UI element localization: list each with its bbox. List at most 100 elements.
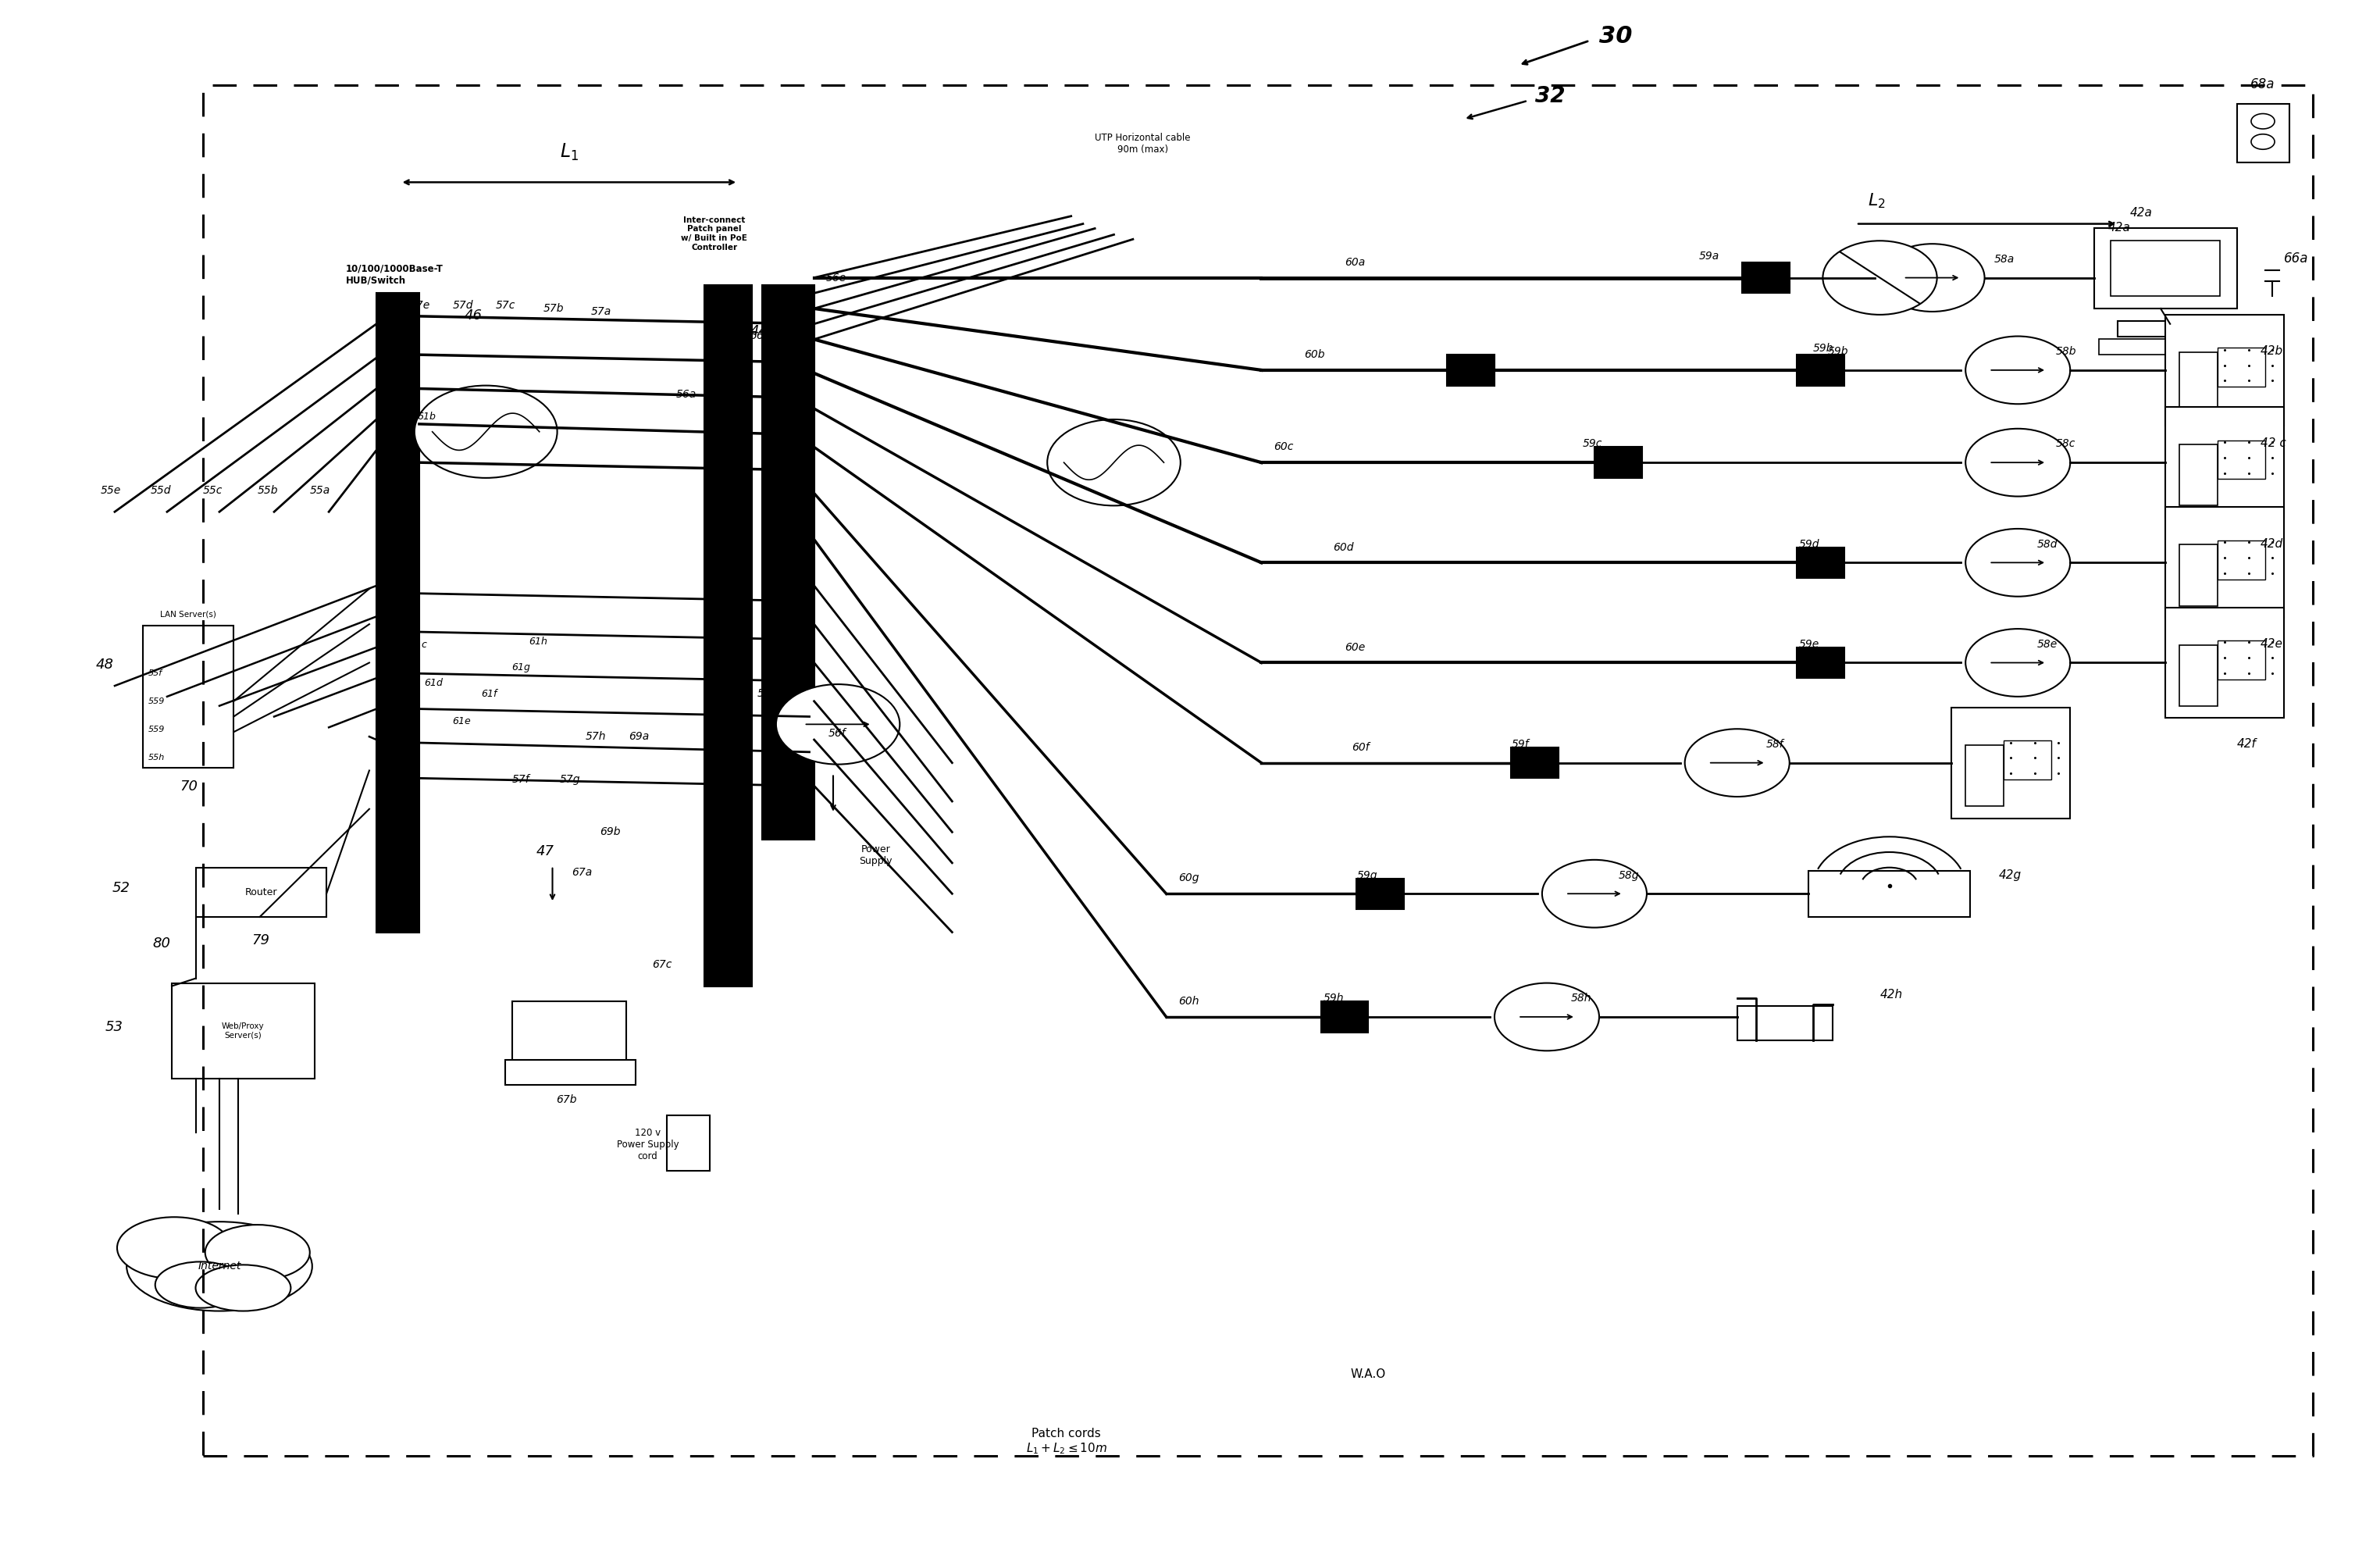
Text: 66a: 66a [2285, 251, 2309, 265]
Bar [1809, 871, 1971, 917]
Text: 67a: 67a [571, 866, 593, 877]
Bar [666, 1116, 709, 1171]
Text: 47: 47 [536, 844, 555, 858]
Bar [2111, 240, 2221, 296]
Text: 58c: 58c [2056, 439, 2075, 450]
Text: 60g: 60g [1178, 872, 1200, 883]
Text: 55e: 55e [100, 485, 121, 496]
Bar [2218, 541, 2266, 579]
Text: 56b: 56b [714, 359, 735, 370]
Circle shape [1966, 629, 2071, 697]
Text: 80: 80 [152, 937, 171, 951]
Bar [1966, 744, 2004, 806]
Text: 59b: 59b [1814, 344, 1835, 354]
Text: 56h: 56h [790, 653, 812, 666]
Text: 57b: 57b [543, 304, 564, 314]
Text: 57e: 57e [409, 300, 431, 311]
Bar [1447, 354, 1495, 385]
Circle shape [414, 385, 557, 478]
Text: 55f: 55f [148, 669, 162, 676]
Circle shape [776, 684, 900, 764]
Text: 60a: 60a [1345, 257, 1366, 268]
Text: 61c: 61c [409, 640, 428, 650]
Bar [2237, 103, 2290, 162]
Text: 67c: 67c [652, 959, 671, 969]
Text: 57g: 57g [559, 774, 581, 786]
Text: 42e: 42e [2261, 638, 2282, 650]
Text: 59g: 59g [1357, 869, 1378, 880]
Text: 57d: 57d [452, 300, 474, 311]
Circle shape [2251, 134, 2275, 149]
Text: 61g: 61g [512, 663, 531, 673]
Bar [1321, 1002, 1368, 1032]
Circle shape [2251, 114, 2275, 129]
Bar [376, 293, 419, 932]
Bar [2218, 441, 2266, 479]
Bar [195, 868, 326, 917]
Bar [1952, 707, 2071, 818]
Text: 59c: 59c [1583, 439, 1602, 450]
Text: 60h: 60h [1178, 995, 1200, 1006]
Text: 59f: 59f [1511, 738, 1528, 750]
Text: 55a: 55a [309, 485, 331, 496]
Bar [171, 983, 314, 1079]
Bar [2218, 641, 2266, 680]
Bar [1797, 647, 1845, 678]
Text: 58h: 58h [1571, 992, 1592, 1003]
Bar [1595, 447, 1642, 478]
Ellipse shape [205, 1225, 309, 1281]
Text: 42g: 42g [1999, 869, 2021, 880]
Text: 70: 70 [178, 780, 198, 794]
Text: 68a: 68a [2251, 77, 2275, 91]
Text: 42f: 42f [2237, 738, 2256, 750]
Bar [1511, 747, 1559, 778]
Text: 55c: 55c [202, 485, 224, 496]
Text: 42 c: 42 c [2261, 438, 2287, 450]
Bar [2166, 607, 2285, 718]
Text: 56a: 56a [676, 390, 697, 401]
Circle shape [1823, 240, 1937, 314]
Text: 58a: 58a [1994, 254, 2013, 265]
Text: 55h: 55h [148, 754, 164, 761]
Text: 58d: 58d [2037, 539, 2059, 550]
Text: 59h: 59h [1323, 992, 1345, 1003]
Text: 67b: 67b [557, 1094, 576, 1105]
Text: 32: 32 [1535, 85, 1566, 106]
Text: 59a: 59a [1699, 251, 1721, 262]
Bar [1797, 547, 1845, 578]
Text: 79: 79 [252, 934, 269, 948]
Text: 56e: 56e [826, 273, 847, 284]
Text: 120 v
Power Supply
cord: 120 v Power Supply cord [616, 1128, 678, 1162]
Circle shape [1047, 419, 1180, 505]
Bar [2118, 321, 2213, 336]
Text: 61b: 61b [416, 411, 436, 422]
Text: 56f: 56f [828, 727, 845, 740]
Text: 59e: 59e [1799, 638, 1818, 650]
Circle shape [1966, 529, 2071, 596]
Text: 56g: 56g [757, 687, 778, 700]
Text: 60f: 60f [1352, 741, 1368, 754]
Bar [1742, 262, 1790, 293]
Text: Web/Proxy
Server(s): Web/Proxy Server(s) [221, 1022, 264, 1039]
Text: 61f: 61f [481, 689, 497, 700]
Text: 59b: 59b [1828, 347, 1849, 358]
Text: 57h: 57h [585, 730, 607, 743]
Bar [143, 626, 233, 767]
Bar [2004, 741, 2052, 780]
Text: Patch cords
$L_1+L_2 \leq 10m$: Patch cords $L_1+L_2 \leq 10m$ [1026, 1427, 1107, 1456]
Text: 60c: 60c [1273, 442, 1292, 453]
Text: 42b: 42b [2261, 345, 2282, 358]
Text: 58f: 58f [1766, 738, 1783, 750]
Bar [1797, 354, 1845, 385]
Text: Router: Router [245, 888, 276, 897]
Text: 42h: 42h [1880, 989, 1902, 1000]
Text: 55b: 55b [257, 485, 278, 496]
Text: 56d: 56d [785, 304, 807, 314]
Circle shape [1966, 428, 2071, 496]
Ellipse shape [126, 1222, 312, 1311]
Text: 48: 48 [95, 658, 114, 672]
Text: 61a: 61a [400, 455, 419, 465]
Bar [2166, 507, 2285, 618]
Text: 60e: 60e [1345, 641, 1366, 653]
Text: Power
Supply: Power Supply [859, 844, 892, 866]
